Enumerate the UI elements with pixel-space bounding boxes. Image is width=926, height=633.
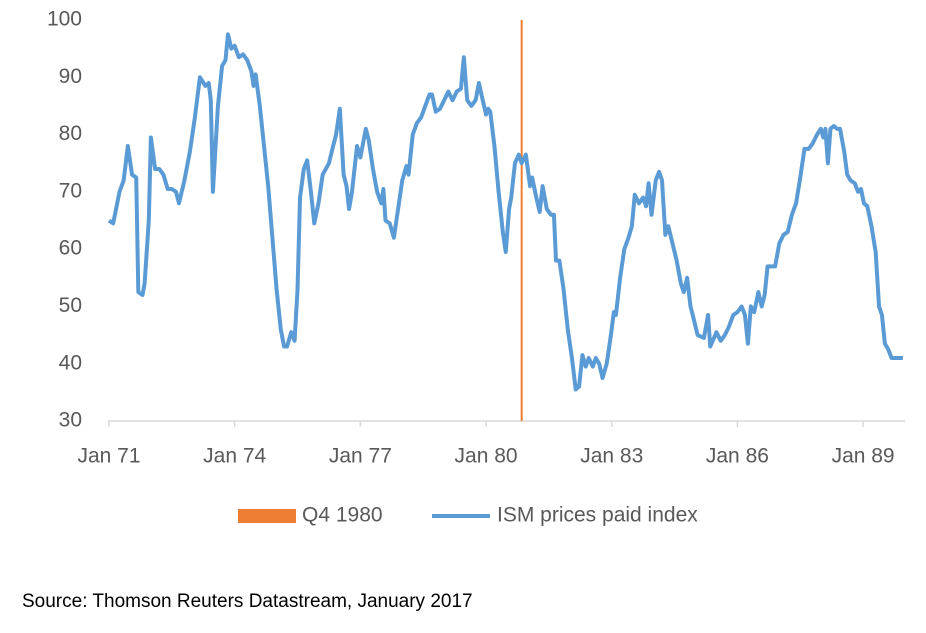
x-tick-label: Jan 80 — [455, 445, 518, 468]
y-tick-label: 40 — [59, 351, 82, 374]
x-tick-label: Jan 74 — [203, 445, 266, 468]
y-tick-label: 70 — [59, 179, 82, 202]
y-tick-label: 50 — [59, 294, 82, 317]
legend-swatch — [238, 509, 296, 523]
legend-label: Q4 1980 — [302, 504, 383, 527]
x-tick-label: Jan 71 — [77, 445, 140, 468]
x-tick-label: Jan 83 — [580, 445, 643, 468]
y-tick-label: 80 — [59, 122, 82, 145]
y-tick-label: 30 — [59, 409, 82, 432]
source-note: Source: Thomson Reuters Datastream, Janu… — [22, 591, 473, 612]
x-tick-label: Jan 86 — [706, 445, 769, 468]
x-tick-label: Jan 77 — [329, 445, 392, 468]
y-tick-label: 90 — [59, 65, 82, 88]
legend-label: ISM prices paid index — [497, 504, 698, 527]
y-tick-label: 100 — [47, 8, 82, 31]
data-line — [107, 32, 903, 392]
y-tick-label: 60 — [59, 237, 82, 260]
x-tick-label: Jan 89 — [832, 445, 895, 468]
